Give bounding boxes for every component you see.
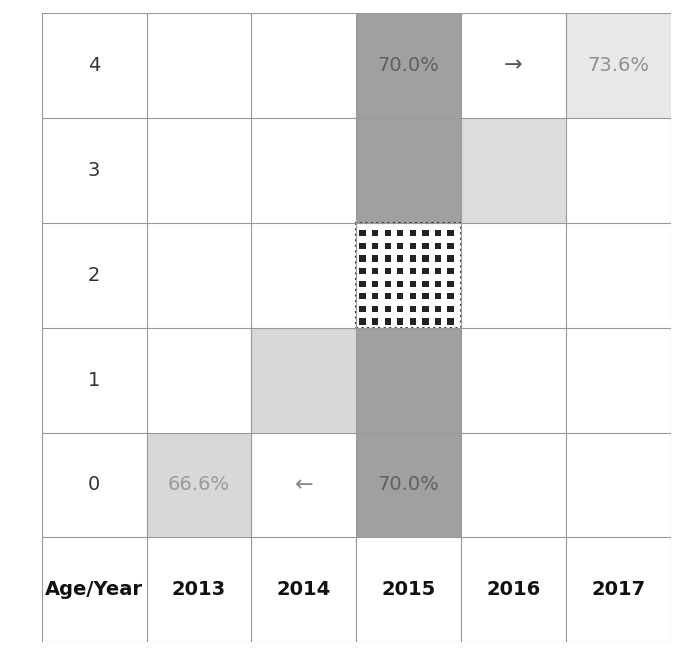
Bar <box>372 256 378 261</box>
Bar <box>372 306 378 312</box>
Text: 1: 1 <box>88 371 100 390</box>
Bar <box>435 230 441 236</box>
Text: 2013: 2013 <box>172 580 226 599</box>
Text: ←: ← <box>295 475 313 495</box>
Text: 2016: 2016 <box>486 580 540 599</box>
Bar <box>447 268 453 274</box>
Bar <box>422 318 429 324</box>
Bar <box>397 230 403 236</box>
Bar <box>372 243 378 249</box>
Bar <box>435 318 441 324</box>
Bar <box>422 306 429 312</box>
Bar <box>410 318 416 324</box>
Bar <box>356 328 461 432</box>
Bar <box>461 118 566 223</box>
Bar <box>384 318 390 324</box>
Text: 3: 3 <box>88 161 100 180</box>
Bar <box>356 223 461 328</box>
Bar <box>422 256 429 261</box>
Bar <box>397 318 403 324</box>
Bar <box>356 432 461 538</box>
Text: 70.0%: 70.0% <box>377 475 440 495</box>
Bar <box>410 281 416 287</box>
Bar <box>435 243 441 249</box>
Bar <box>147 432 251 538</box>
Bar <box>410 268 416 274</box>
Bar <box>447 256 453 261</box>
Bar <box>356 223 461 328</box>
Bar <box>435 293 441 299</box>
Bar <box>397 243 403 249</box>
Bar <box>384 243 390 249</box>
Text: 73.6%: 73.6% <box>587 56 649 75</box>
Bar <box>384 281 390 287</box>
Bar <box>360 230 366 236</box>
Text: 66.6%: 66.6% <box>168 475 230 495</box>
Bar <box>356 13 461 118</box>
Bar <box>384 268 390 274</box>
Bar <box>397 268 403 274</box>
Bar <box>397 256 403 261</box>
Text: 70.0%: 70.0% <box>377 56 440 75</box>
Bar <box>397 293 403 299</box>
Bar <box>356 118 461 223</box>
Bar <box>435 256 441 261</box>
Bar <box>410 256 416 261</box>
Bar <box>360 306 366 312</box>
Bar <box>384 306 390 312</box>
Bar <box>410 243 416 249</box>
Bar <box>422 230 429 236</box>
Bar <box>422 268 429 274</box>
Bar <box>435 306 441 312</box>
Bar <box>435 268 441 274</box>
Bar <box>384 230 390 236</box>
Bar <box>360 293 366 299</box>
Bar <box>372 268 378 274</box>
Bar <box>360 318 366 324</box>
Bar <box>372 230 378 236</box>
Text: 2015: 2015 <box>382 580 436 599</box>
Bar <box>447 306 453 312</box>
Bar <box>447 281 453 287</box>
Bar <box>360 256 366 261</box>
Bar <box>372 293 378 299</box>
Bar <box>360 281 366 287</box>
Text: Age/Year: Age/Year <box>45 580 143 599</box>
Bar <box>566 13 671 118</box>
Bar <box>422 281 429 287</box>
Text: →: → <box>504 56 523 75</box>
Bar <box>435 281 441 287</box>
Text: 2: 2 <box>88 265 100 285</box>
Bar <box>447 243 453 249</box>
Bar <box>410 306 416 312</box>
Bar <box>447 230 453 236</box>
Bar <box>410 293 416 299</box>
Bar <box>422 293 429 299</box>
Bar <box>384 256 390 261</box>
Bar <box>372 318 378 324</box>
Bar <box>422 243 429 249</box>
Bar <box>397 306 403 312</box>
Bar <box>447 293 453 299</box>
Text: 0: 0 <box>88 475 100 495</box>
Text: 4: 4 <box>88 56 100 75</box>
Bar <box>251 328 356 432</box>
Bar <box>360 268 366 274</box>
Bar <box>372 281 378 287</box>
Bar <box>360 243 366 249</box>
Text: 2014: 2014 <box>277 580 331 599</box>
Bar <box>410 230 416 236</box>
Text: 2017: 2017 <box>591 580 645 599</box>
Bar <box>397 281 403 287</box>
Bar <box>384 293 390 299</box>
Bar <box>447 318 453 324</box>
